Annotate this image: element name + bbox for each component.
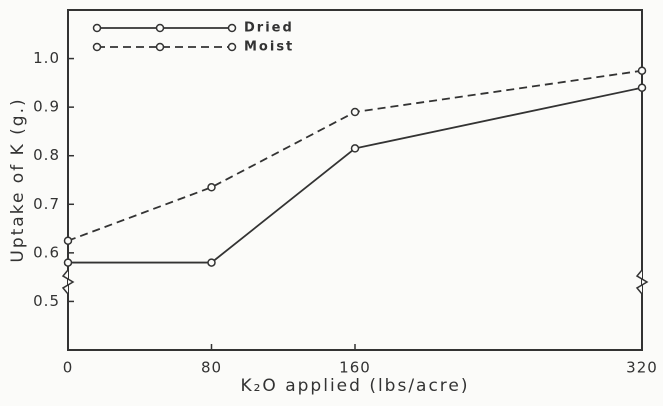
data-point	[350, 144, 360, 153]
data-point	[637, 66, 647, 75]
x-tick-label: 320	[626, 359, 658, 377]
y-tick-label: 0.9	[33, 98, 60, 116]
data-point	[350, 107, 360, 117]
legend-marker	[92, 23, 102, 33]
x-tick-label: 160	[339, 359, 371, 377]
y-tick-label: 0.6	[33, 243, 60, 261]
y-tick-label: 0.7	[33, 195, 60, 213]
legend-marker	[227, 42, 237, 52]
y-tick-label: 0.5	[33, 292, 60, 310]
data-point	[207, 183, 216, 192]
y-tick-label: 0.8	[33, 146, 60, 164]
series-line	[68, 86, 643, 264]
legend-marker	[227, 23, 237, 33]
data-point	[207, 258, 216, 267]
data-point	[63, 258, 73, 267]
y-axis-label: Uptake of K (g.)	[8, 97, 28, 262]
x-tick-label: 0	[63, 359, 74, 377]
legend-marker	[155, 23, 165, 33]
legend-label: Dried	[244, 21, 294, 36]
x-axis-label: K₂O applied (lbs/acre)	[240, 376, 469, 396]
plot-frame	[67, 9, 643, 351]
axis-break	[61, 269, 75, 295]
legend-label: Moist	[244, 40, 294, 55]
axis-break	[635, 269, 649, 295]
legend-marker	[155, 42, 165, 52]
x-tick-label: 80	[201, 359, 222, 377]
y-tick-label: 1.0	[33, 49, 60, 67]
legend-marker	[92, 42, 102, 52]
data-point	[637, 83, 647, 92]
data-point	[63, 236, 73, 245]
series-line	[67, 69, 643, 242]
